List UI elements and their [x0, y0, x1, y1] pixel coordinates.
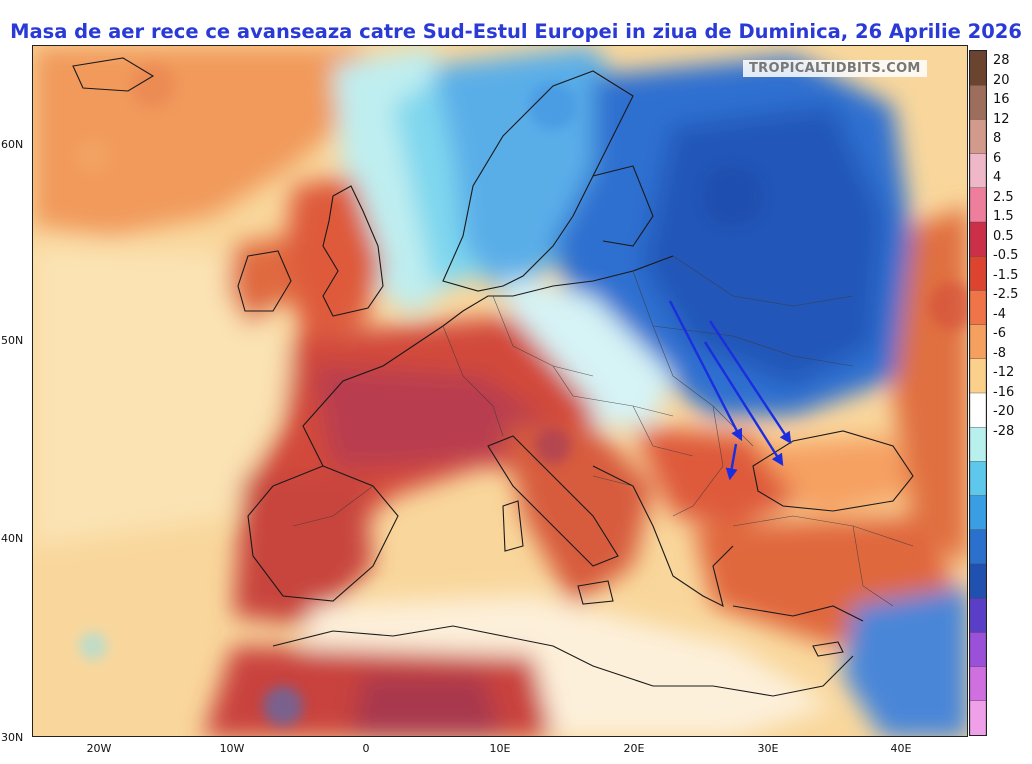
lon-label-10w: 10W — [219, 742, 245, 755]
lat-label-50n: 50N — [1, 334, 24, 347]
colorbar-label: -16 — [993, 384, 1015, 400]
lon-label-0: 0 — [362, 742, 370, 755]
colorbar-label: -20 — [993, 404, 1015, 419]
colorbar-swatch — [969, 255, 987, 292]
colorbar-label: -2.5 — [993, 287, 1019, 302]
colorbar-swatch — [969, 221, 987, 257]
colorbar-label: 4 — [993, 170, 1002, 185]
colorbar-label: -28 — [993, 423, 1015, 439]
colorbar-label: -8 — [993, 345, 1006, 361]
colorbar-label: 0.5 — [993, 228, 1014, 244]
colorbar-label: 12 — [993, 111, 1010, 127]
cold-advection-arrows — [668, 300, 792, 481]
colorbar-swatch — [969, 666, 987, 702]
colorbar-swatch — [969, 50, 987, 86]
colorbar-label: 16 — [993, 92, 1010, 107]
colorbar-label: 20 — [993, 72, 1010, 88]
colorbar-swatch — [969, 153, 987, 189]
colorbar-swatch — [969, 598, 987, 634]
lat-label-60n: 60N — [1, 138, 24, 151]
colorbar-swatch — [969, 632, 987, 668]
anomaly-field — [33, 46, 967, 736]
arrow-4 — [725, 443, 738, 481]
temperature-anomaly-map — [32, 45, 968, 737]
colorbar-label: 1.5 — [993, 209, 1014, 224]
colorbar-label: 2.5 — [993, 189, 1014, 205]
colorbar-swatches — [969, 50, 987, 736]
lon-label-30e: 30E — [757, 742, 779, 755]
colorbar-swatch — [969, 563, 987, 599]
colorbar-swatch — [969, 187, 987, 223]
colorbar-swatch — [969, 700, 987, 736]
colorbar-label: 6 — [993, 150, 1002, 166]
lon-label-20w: 20W — [86, 742, 112, 755]
colorbar-swatch — [969, 358, 987, 394]
colorbar-label: -4 — [993, 306, 1006, 322]
map-title: Masa de aer rece ce avanseaza catre Sud-… — [10, 20, 1022, 43]
colorbar-swatch — [969, 495, 987, 531]
colorbar — [969, 50, 987, 736]
colorbar-swatch — [969, 529, 987, 565]
colorbar-label: 28 — [993, 53, 1010, 68]
colorbar-swatch — [969, 119, 987, 155]
coastlines — [72, 57, 914, 697]
colorbar-swatch — [969, 427, 987, 463]
arrow-3 — [703, 341, 784, 467]
arrow-1 — [668, 300, 743, 442]
colorbar-swatch — [969, 290, 987, 326]
colorbar-swatch — [969, 392, 987, 428]
lon-label-10e: 10E — [489, 742, 511, 755]
lat-label-40n: 40N — [1, 532, 24, 545]
watermark: TROPICALTIDBITS.COM — [743, 60, 927, 77]
borders — [292, 255, 914, 607]
colorbar-label: -12 — [993, 365, 1015, 380]
lon-label-40e: 40E — [890, 742, 912, 755]
lat-label-30n: 30N — [1, 731, 24, 744]
colorbar-label: -1.5 — [993, 267, 1019, 283]
colorbar-swatch — [969, 324, 987, 360]
lon-label-20e: 20E — [623, 742, 645, 755]
colorbar-label: -0.5 — [993, 248, 1019, 263]
colorbar-swatch — [969, 85, 987, 121]
anomaly-detail — [75, 64, 967, 726]
colorbar-label: 8 — [993, 131, 1002, 146]
arrow-2 — [708, 320, 792, 445]
map-canvas — [33, 46, 967, 736]
colorbar-swatch — [969, 461, 987, 497]
colorbar-label: -6 — [993, 326, 1006, 341]
